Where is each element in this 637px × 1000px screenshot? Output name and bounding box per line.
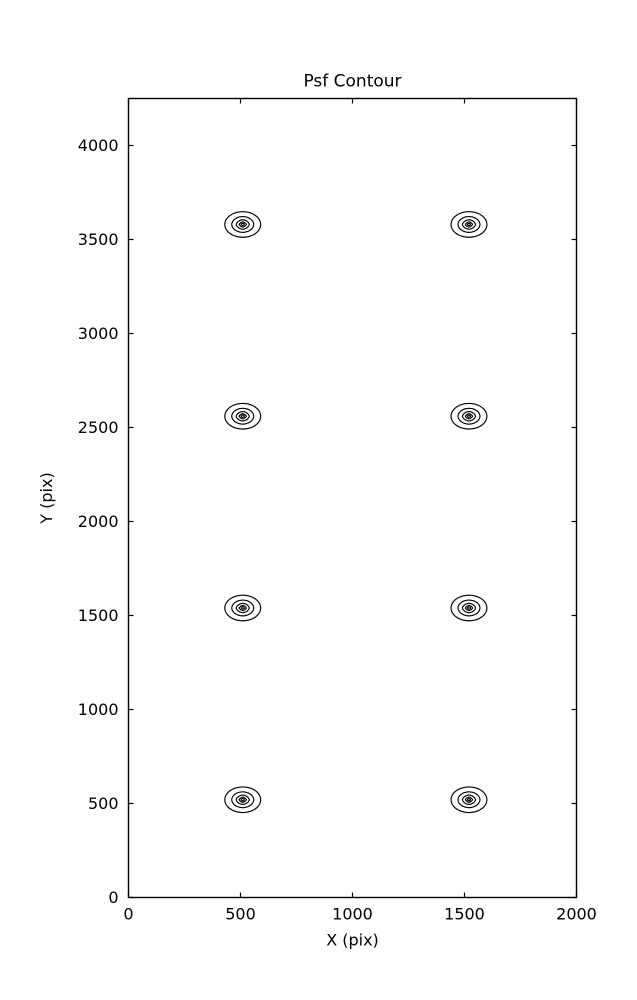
contour-level-1 bbox=[450, 594, 488, 622]
contour-level-3 bbox=[461, 410, 477, 422]
psf-contour-cluster bbox=[450, 786, 488, 814]
x-tick-label: 1000 bbox=[332, 905, 373, 924]
contour-level-3 bbox=[235, 219, 250, 230]
contour-level-1 bbox=[224, 211, 262, 238]
contour-level-3 bbox=[235, 794, 250, 806]
y-tick-label: 0 bbox=[108, 888, 118, 907]
contour-level-4 bbox=[238, 413, 247, 420]
psf-contour-cluster bbox=[224, 594, 262, 622]
contour-level-5 bbox=[240, 798, 245, 802]
psf-contour-cluster bbox=[450, 211, 488, 238]
psf-contour-cluster bbox=[450, 594, 488, 622]
contour-level-1 bbox=[224, 786, 262, 814]
y-tick-label: 4000 bbox=[78, 136, 119, 155]
contour-level-2 bbox=[457, 215, 481, 233]
axes-frame bbox=[127, 97, 578, 899]
contour-level-1 bbox=[224, 594, 262, 622]
contour-level-3 bbox=[235, 410, 250, 422]
contour-level-4 bbox=[238, 604, 247, 612]
contour-level-3 bbox=[461, 602, 477, 614]
y-tick-label: 2000 bbox=[78, 512, 119, 531]
chart-title: Psf Contour bbox=[303, 72, 401, 92]
y-tick-label: 1000 bbox=[78, 700, 119, 719]
contour-level-3 bbox=[461, 794, 477, 806]
contour-level-2 bbox=[457, 791, 481, 809]
axes-background bbox=[128, 98, 577, 898]
contour-level-5 bbox=[466, 798, 472, 802]
x-axis-label: X (pix) bbox=[326, 931, 379, 950]
psf-contour-cluster bbox=[224, 402, 262, 430]
axis-tick-labels: 0 500 1000 1500 2000 0 500 1000 1500 2000 2500 3000… bbox=[78, 136, 597, 924]
contour-level-4 bbox=[464, 604, 474, 612]
contour-level-5 bbox=[466, 606, 472, 610]
y-tick-label: 3500 bbox=[78, 230, 119, 249]
y-axis-label: Y (pix) bbox=[37, 472, 56, 524]
psf-contour-cluster bbox=[224, 211, 262, 238]
contour-level-4 bbox=[238, 221, 247, 228]
contour-series bbox=[224, 211, 488, 814]
x-tick-label: 1500 bbox=[444, 905, 485, 924]
contour-level-2 bbox=[231, 215, 255, 233]
contour-level-2 bbox=[231, 599, 255, 617]
contour-level-4 bbox=[464, 221, 474, 228]
x-tick-label: 500 bbox=[225, 905, 256, 924]
y-tick-label: 500 bbox=[88, 794, 119, 813]
contour-level-1 bbox=[450, 402, 488, 430]
contour-level-2 bbox=[457, 407, 481, 425]
y-tick-label: 3000 bbox=[78, 324, 119, 343]
x-tick-label: 2000 bbox=[556, 905, 597, 924]
contour-level-1 bbox=[224, 402, 262, 430]
contour-level-3 bbox=[235, 602, 250, 614]
y-tick-label: 2500 bbox=[78, 418, 119, 437]
contour-level-5 bbox=[240, 606, 245, 610]
x-tick-label: 0 bbox=[123, 905, 133, 924]
contour-level-5 bbox=[466, 414, 472, 418]
psf-contour-cluster bbox=[224, 786, 262, 814]
contour-level-1 bbox=[450, 786, 488, 814]
contour-level-5 bbox=[240, 222, 245, 227]
contour-level-3 bbox=[461, 219, 477, 230]
contour-level-5 bbox=[466, 222, 472, 227]
contour-level-1 bbox=[450, 211, 488, 238]
contour-level-4 bbox=[464, 796, 474, 803]
y-tick-label: 1500 bbox=[78, 606, 119, 625]
psf-contour-cluster bbox=[450, 402, 488, 430]
contour-level-2 bbox=[457, 599, 481, 617]
contour-level-2 bbox=[231, 407, 255, 425]
contour-level-5 bbox=[240, 414, 245, 418]
contour-level-2 bbox=[231, 791, 255, 809]
contour-level-4 bbox=[464, 413, 474, 420]
contour-level-4 bbox=[238, 796, 247, 803]
